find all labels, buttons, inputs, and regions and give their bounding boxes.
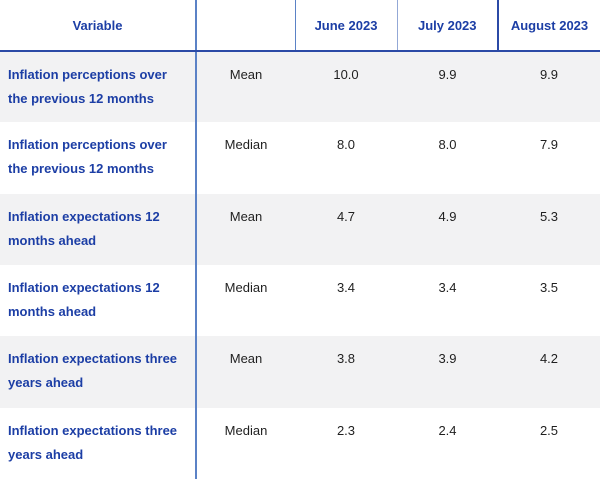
value-june: 3.4 <box>295 264 397 337</box>
column-header-july-2023: July 2023 <box>397 0 499 52</box>
column-header-june-2023: June 2023 <box>295 0 398 52</box>
variable-label: Inflation expectations 12 months ahead <box>0 193 197 265</box>
table-row: Inflation expectations three years ahead… <box>0 407 600 479</box>
value-july: 9.9 <box>397 51 498 123</box>
column-header-august-2023: August 2023 <box>498 0 600 52</box>
value-august: 4.2 <box>498 336 600 408</box>
value-july: 2.4 <box>397 407 498 479</box>
value-june: 8.0 <box>295 122 397 194</box>
statistic-label: Median <box>196 264 295 337</box>
table-body: Inflation perceptions over the previous … <box>0 51 600 479</box>
variable-label: Inflation expectations three years ahead <box>0 336 197 408</box>
value-june: 2.3 <box>295 407 397 479</box>
statistic-label: Median <box>196 407 295 479</box>
value-july: 3.9 <box>397 336 498 408</box>
statistic-label: Median <box>196 122 295 194</box>
statistic-label: Mean <box>196 193 295 265</box>
value-july: 8.0 <box>397 122 498 194</box>
statistic-label: Mean <box>196 336 295 408</box>
value-june: 4.7 <box>295 193 397 265</box>
value-july: 4.9 <box>397 193 498 265</box>
value-july: 3.4 <box>397 264 498 337</box>
header-row: Variable June 2023 July 2023 August 2023 <box>0 0 600 52</box>
value-august: 3.5 <box>498 264 600 337</box>
column-header-statistic <box>196 0 296 52</box>
value-august: 7.9 <box>498 122 600 194</box>
statistic-label: Mean <box>196 51 295 123</box>
table-row: Inflation expectations 12 months ahead M… <box>0 193 600 265</box>
value-august: 2.5 <box>498 407 600 479</box>
value-august: 5.3 <box>498 193 600 265</box>
column-header-variable: Variable <box>0 0 197 52</box>
variable-label: Inflation perceptions over the previous … <box>0 122 197 194</box>
table-row: Inflation perceptions over the previous … <box>0 51 600 123</box>
variable-label: Inflation expectations 12 months ahead <box>0 264 197 337</box>
table-row: Inflation perceptions over the previous … <box>0 122 600 194</box>
table-row: Inflation expectations 12 months ahead M… <box>0 264 600 337</box>
variable-label: Inflation expectations three years ahead <box>0 407 197 479</box>
value-june: 3.8 <box>295 336 397 408</box>
table-row: Inflation expectations three years ahead… <box>0 336 600 408</box>
value-june: 10.0 <box>295 51 397 123</box>
variable-label: Inflation perceptions over the previous … <box>0 51 197 123</box>
value-august: 9.9 <box>498 51 600 123</box>
